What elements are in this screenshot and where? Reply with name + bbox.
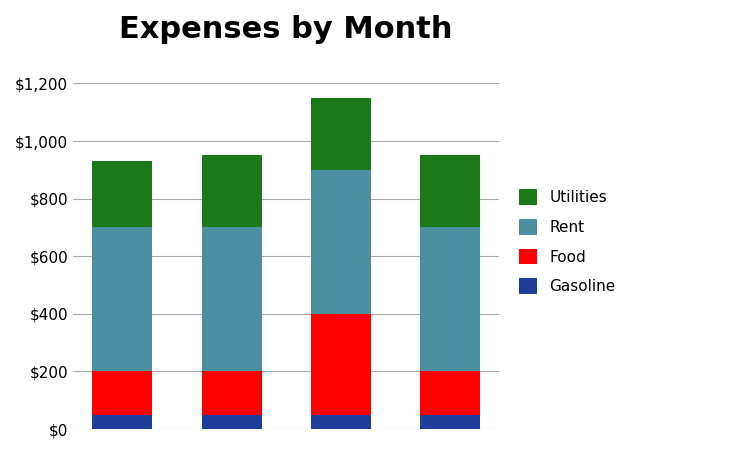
Bar [93, 414, 152, 429]
Legend: Utilities, Rent, Food, Gasoline: Utilities, Rent, Food, Gasoline [511, 182, 623, 302]
Bar [202, 371, 261, 414]
Bar [202, 227, 261, 371]
Bar [311, 170, 371, 314]
Bar [420, 371, 480, 414]
Bar [93, 161, 152, 227]
Bar [93, 371, 152, 414]
Bar [311, 414, 371, 429]
Title: Expenses by Month: Expenses by Month [120, 15, 453, 44]
Bar [420, 227, 480, 371]
Bar [202, 155, 261, 227]
Bar [420, 155, 480, 227]
Bar [311, 98, 371, 170]
Bar [311, 314, 371, 414]
Bar [420, 414, 480, 429]
Bar [93, 227, 152, 371]
Bar [202, 414, 261, 429]
